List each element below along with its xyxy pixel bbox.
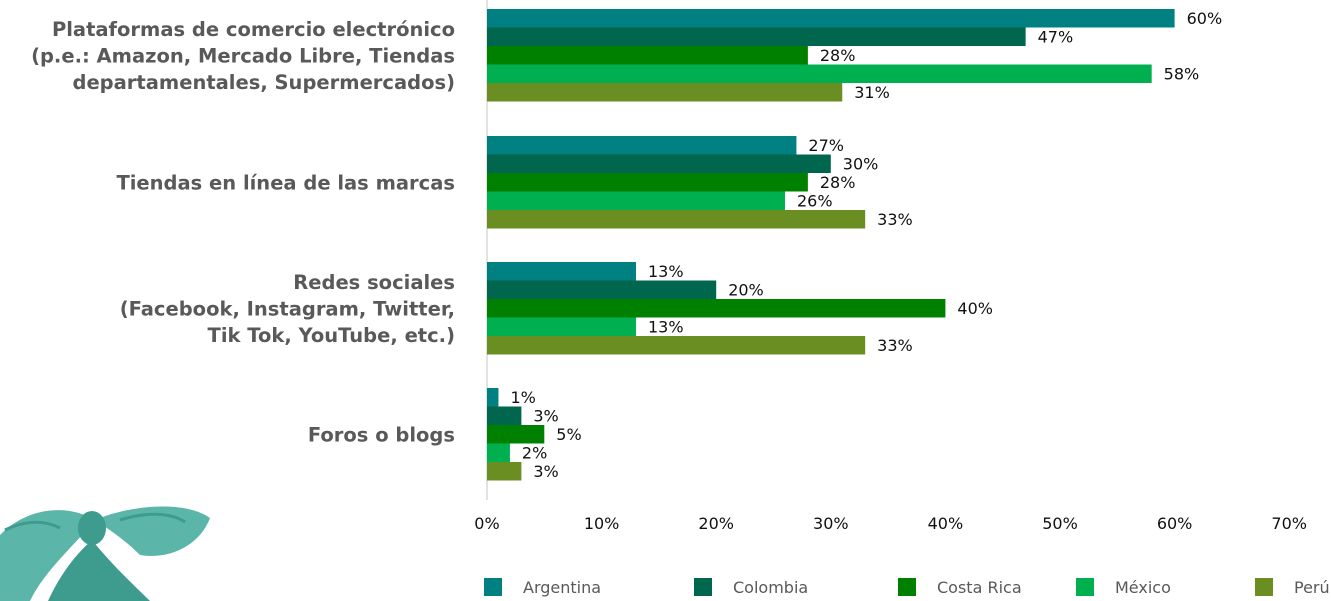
category-labels: Plataformas de comercio electrónico (p.e.… <box>31 18 455 447</box>
bow-knot <box>78 511 106 545</box>
bar <box>487 46 808 65</box>
legend-label: Perú <box>1294 578 1330 597</box>
legend-swatch <box>694 578 712 596</box>
bar <box>487 27 1026 46</box>
data-label: 5% <box>556 425 581 444</box>
x-tick-label: 30% <box>813 514 849 533</box>
legend-swatch <box>898 578 916 596</box>
legend-label: México <box>1115 578 1171 597</box>
data-label: 13% <box>648 262 684 281</box>
bar <box>487 462 522 481</box>
legend-swatch <box>484 578 502 596</box>
category-label: Tik Tok, YouTube, etc.) <box>208 324 455 347</box>
data-label: 60% <box>1187 9 1223 28</box>
x-tick-label: 50% <box>1042 514 1078 533</box>
category-label: Tiendas en línea de las marcas <box>116 171 455 194</box>
bar <box>487 425 545 444</box>
bar <box>487 136 797 155</box>
category-label: (p.e.: Amazon, Mercado Libre, Tiendas <box>31 44 455 67</box>
data-label: 3% <box>533 407 558 426</box>
bar <box>487 262 636 281</box>
bar <box>487 64 1152 83</box>
data-label: 28% <box>820 46 856 65</box>
bow-left-fold <box>4 520 61 532</box>
bar <box>487 406 522 425</box>
data-label: 33% <box>877 336 913 355</box>
data-label: 3% <box>533 462 558 481</box>
data-label: 20% <box>728 281 764 300</box>
bar <box>487 280 717 299</box>
data-label: 47% <box>1038 28 1074 47</box>
x-tick-label: 60% <box>1157 514 1193 533</box>
category-label: (Facebook, Instagram, Twitter, <box>120 297 455 320</box>
bar <box>487 191 785 210</box>
data-label: 28% <box>820 173 856 192</box>
bar <box>487 210 866 229</box>
bow-left-wing <box>0 510 95 601</box>
legend-swatch <box>1255 578 1273 596</box>
x-tick-label: 10% <box>584 514 620 533</box>
legend: Argentina Colombia Costa Rica México Perú <box>484 578 1330 597</box>
data-label: 58% <box>1164 65 1200 84</box>
data-labels: 60%47%28%58%31%27%30%28%26%33%13%20%40%1… <box>510 9 1222 481</box>
bar <box>487 154 831 173</box>
x-axis-ticks: 0% 10% 20% 30% 40% 50% 60% 70% <box>474 514 1307 533</box>
bow-right-fold <box>119 512 186 524</box>
category-label: Foros o blogs <box>308 423 455 446</box>
data-label: 30% <box>843 155 879 174</box>
data-label: 2% <box>522 444 547 463</box>
data-label: 1% <box>510 388 535 407</box>
bar <box>487 336 866 355</box>
bow-ribbon-tails <box>48 540 150 601</box>
bar <box>487 83 843 102</box>
x-tick-label: 0% <box>474 514 499 533</box>
x-tick-label: 20% <box>698 514 734 533</box>
category-label: Redes sociales <box>293 271 455 294</box>
legend-label: Costa Rica <box>937 578 1022 597</box>
legend-swatch <box>1076 578 1094 596</box>
data-label: 40% <box>957 299 993 318</box>
data-label: 13% <box>648 318 684 337</box>
category-label: Plataformas de comercio electrónico <box>52 18 455 41</box>
legend-label: Argentina <box>523 578 601 597</box>
x-tick-label: 70% <box>1271 514 1307 533</box>
category-label: departamentales, Supermercados) <box>73 71 456 94</box>
data-label: 26% <box>797 192 833 211</box>
x-tick-label: 40% <box>928 514 964 533</box>
bar <box>487 443 510 462</box>
bar <box>487 299 946 318</box>
data-label: 31% <box>854 83 890 102</box>
bar <box>487 9 1175 28</box>
bars <box>487 9 1175 481</box>
ribbon-bow-decoration <box>0 506 210 601</box>
bar <box>487 173 808 192</box>
bar <box>487 317 636 336</box>
bar <box>487 388 499 407</box>
legend-label: Colombia <box>733 578 808 597</box>
data-label: 33% <box>877 210 913 229</box>
data-label: 27% <box>808 136 844 155</box>
